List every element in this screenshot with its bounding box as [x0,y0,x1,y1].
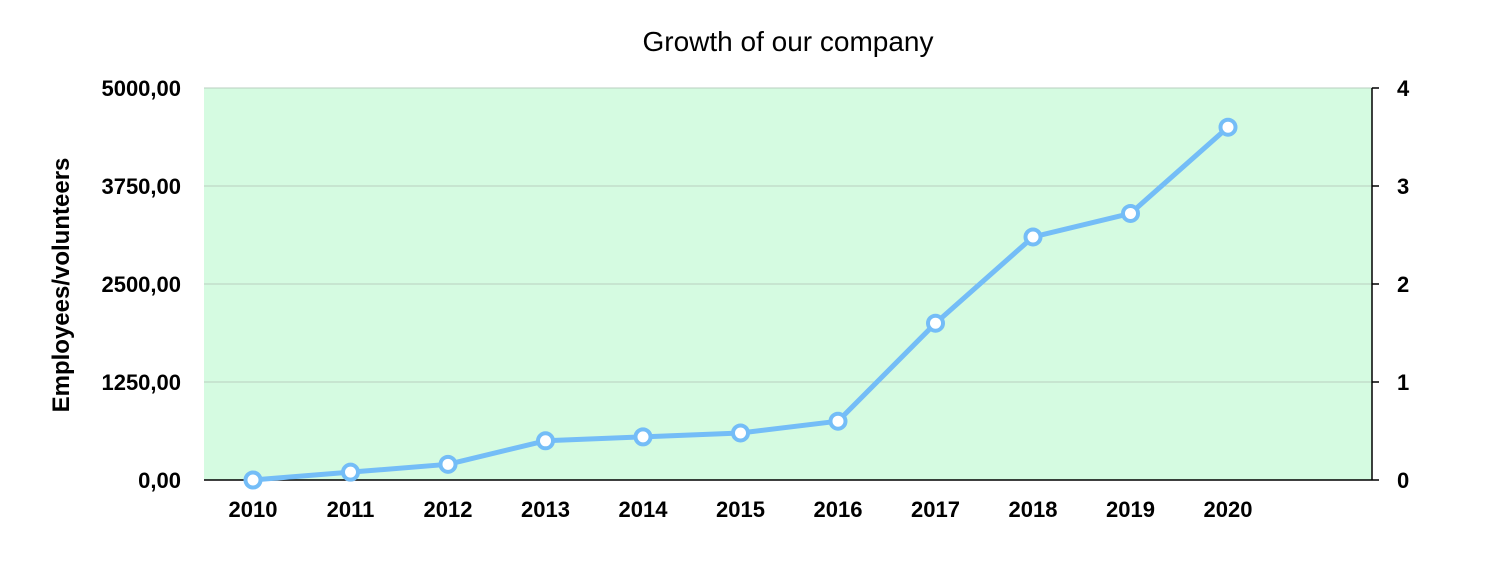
x-tick-label: 2013 [521,497,570,522]
x-tick-label: 2016 [814,497,863,522]
y2-tick-label: 0 [1397,468,1409,493]
gridlines [204,87,1372,383]
y2-tick-label: 2 [1397,272,1409,297]
x-tick-label: 2019 [1106,497,1155,522]
x-tick-label: 2010 [229,497,278,522]
data-point [438,454,458,474]
y-tick-label: 1250,00 [101,370,181,395]
x-tick-label: 2015 [716,497,765,522]
data-point [243,470,263,490]
x-tick-label: 2018 [1009,497,1058,522]
x-tick-label: 2011 [327,497,375,522]
data-point [536,431,555,451]
y2-axis-ticks: 0 1 2 3 4 [1397,76,1410,493]
x-tick-label: 2017 [911,497,960,522]
y-tick-label: 0,00 [138,468,181,493]
chart-title: Growth of our company [642,26,934,57]
x-tick-label: 2014 [619,497,669,522]
x-tick-label: 2020 [1204,497,1253,522]
data-point [633,427,653,447]
y-tick-label: 5000,00 [101,76,181,101]
series-layer [243,117,1238,490]
x-tick-label: 2012 [424,497,473,522]
y2-tick-label: 3 [1397,174,1409,199]
y-axis-ticks: 0,00 1250,00 2500,00 3750,00 5000,00 [101,76,181,493]
data-point [731,423,750,443]
x-axis-ticks: 2010 2011 2012 2013 2014 2015 2016 2017 2018 2019… [229,497,1253,522]
y-tick-label: 2500,00 [101,272,181,297]
data-point [1218,117,1238,137]
y-tick-label: 3750,00 [101,174,181,199]
data-point [1023,227,1043,247]
data-point [1121,203,1140,223]
data-point [828,411,848,431]
data-point [926,313,945,333]
data-point [341,462,360,482]
axes [204,87,1379,481]
y2-tick-label: 1 [1397,370,1409,395]
y2-tick-label: 4 [1397,76,1410,101]
